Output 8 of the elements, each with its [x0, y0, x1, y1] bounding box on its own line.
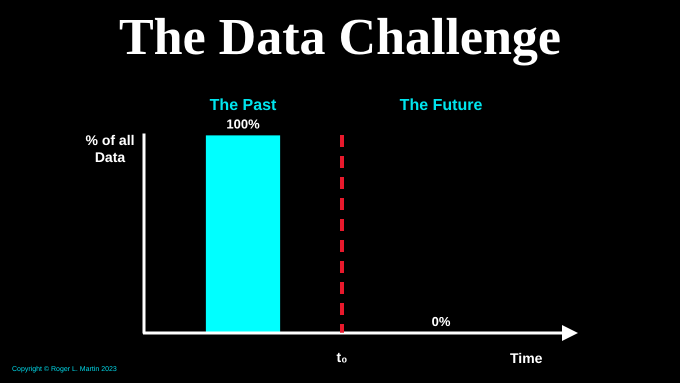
data-label: 0%: [432, 314, 451, 330]
text: t₀: [336, 349, 348, 365]
data-label: 100%: [226, 116, 260, 132]
x-axis-title: Time: [510, 350, 542, 366]
x-tick-label: The Future: [400, 97, 482, 114]
chart-title: The Data Challenge: [118, 8, 562, 67]
y-axis-title: % of all Data: [85, 132, 135, 166]
x-tick-label: The Past: [210, 97, 278, 114]
